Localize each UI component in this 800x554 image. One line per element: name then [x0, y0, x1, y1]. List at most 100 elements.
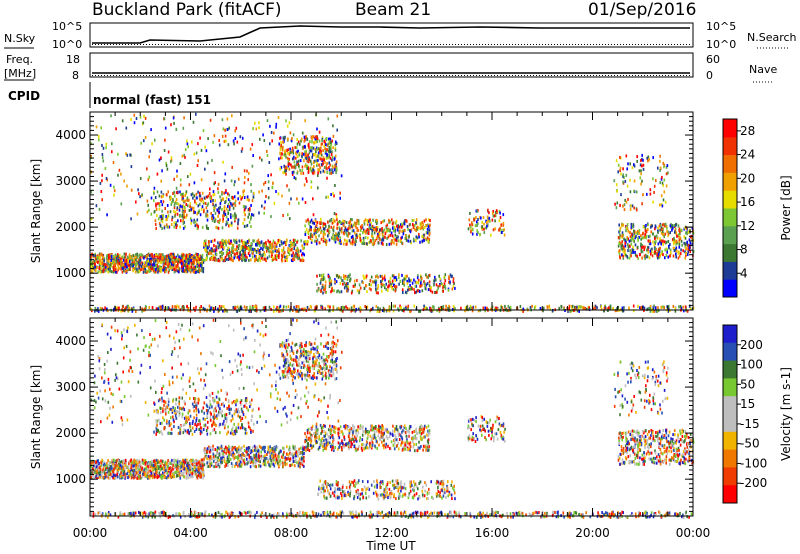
scatter-cell [185, 191, 187, 195]
scatter-cell [626, 223, 629, 226]
scatter-cell [158, 221, 161, 225]
scatter-cell [180, 193, 182, 196]
scatter-cell [360, 226, 363, 230]
scatter-cell [645, 224, 647, 227]
scatter-cell [198, 264, 201, 268]
scatter-cell [193, 220, 195, 224]
scatter-cell [333, 238, 336, 242]
scatter-cell [176, 169, 178, 173]
scatter-cell [174, 466, 176, 470]
scatter-cell [197, 142, 199, 146]
scatter-cell [642, 236, 645, 240]
scatter-cell [366, 242, 368, 246]
scatter-cell [213, 193, 216, 196]
scatter-cell [127, 255, 129, 259]
scatter-cell [244, 205, 246, 209]
scatter-cell [113, 260, 115, 263]
scatter-cell [278, 238, 281, 242]
scatter-cell [476, 209, 479, 213]
scatter-cell [684, 256, 687, 260]
scatter-cell [664, 222, 667, 226]
scatter-cell [358, 291, 360, 295]
scatter-cell [334, 167, 337, 171]
scatter-cell [663, 240, 666, 244]
scatter-cell [100, 190, 103, 193]
scatter-cell [279, 145, 282, 149]
scatter-cell [189, 255, 191, 258]
scatter-cell [624, 241, 626, 245]
scatter-cell [307, 169, 310, 173]
scatter-cell [285, 155, 287, 159]
scatter-cell [90, 255, 92, 259]
scatter-cell [417, 278, 420, 282]
scatter-cell [282, 136, 285, 140]
scatter-cell [121, 266, 124, 270]
scatter-cell [303, 246, 305, 250]
scatter-cell [204, 202, 207, 205]
scatter-cell [251, 143, 254, 147]
scatter-cell [492, 228, 495, 232]
scatter-cell [143, 139, 145, 143]
scatter-cell [276, 241, 279, 245]
scatter-cell [303, 139, 306, 143]
scatter-cell [263, 182, 265, 186]
scatter-cell [381, 232, 384, 236]
scatter-cell [196, 164, 199, 167]
scatter-cell [258, 244, 261, 248]
scatter-cell [419, 227, 422, 231]
scatter-cell [104, 263, 107, 266]
scatter-cell [173, 270, 176, 274]
scatter-cell [399, 304, 401, 308]
scatter-cell [642, 158, 644, 162]
scatter-cell [476, 232, 478, 236]
scatter-cell [368, 228, 370, 232]
scatter-cell [343, 232, 345, 236]
nsearch-tick-top: 10^5 [706, 20, 736, 33]
scatter-cell [627, 245, 630, 249]
scatter-cell [425, 283, 427, 287]
scatter-cell [380, 285, 383, 289]
scatter-cell [205, 214, 207, 218]
scatter-cell [305, 228, 308, 232]
scatter-cell [193, 210, 195, 214]
scatter-cell [135, 261, 138, 265]
scatter-cell [413, 304, 416, 308]
scatter-cell [269, 124, 271, 128]
scatter-cell [359, 237, 362, 240]
scatter-cell [130, 262, 133, 266]
scatter-cell [245, 306, 248, 310]
scatter-cell [268, 243, 271, 247]
scatter-cell [531, 304, 533, 308]
scatter-cell [636, 155, 638, 159]
scatter-cell [276, 253, 278, 257]
scatter-cell [394, 238, 397, 242]
scatter-cell [400, 306, 402, 310]
scatter-cell [415, 235, 418, 239]
scatter-cell [140, 268, 142, 271]
scatter-cell [196, 260, 198, 264]
scatter-cell [93, 259, 96, 263]
scatter-cell [174, 259, 176, 262]
scatter-cell [114, 253, 117, 257]
scatter-cell [291, 254, 293, 258]
scatter-cell [97, 256, 99, 260]
scatter-cell [407, 286, 410, 289]
scatter-cell [191, 140, 193, 144]
scatter-cell [182, 126, 185, 130]
scatter-cell [426, 282, 429, 286]
scatter-cell [258, 250, 260, 254]
scatter-cell [338, 241, 341, 245]
scatter-cell [249, 305, 251, 309]
scatter-cell [408, 277, 410, 281]
scatter-cell [658, 224, 661, 228]
scatter-cell [208, 304, 211, 308]
scatter-cell [117, 309, 120, 313]
scatter-cell [266, 119, 269, 123]
scatter-cell [239, 253, 242, 257]
scatter-cell [229, 223, 231, 227]
scatter-cell [288, 152, 291, 156]
scatter-cell [101, 156, 104, 160]
scatter-cell [160, 195, 163, 199]
scatter-cell [160, 218, 163, 222]
scatter-cell [185, 215, 187, 219]
